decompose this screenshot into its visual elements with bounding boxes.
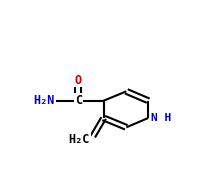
- Text: N H: N H: [151, 113, 171, 123]
- Text: O: O: [74, 74, 81, 86]
- Text: H₂C: H₂C: [69, 133, 90, 146]
- Text: C: C: [75, 94, 82, 107]
- Text: H₂N: H₂N: [33, 94, 55, 107]
